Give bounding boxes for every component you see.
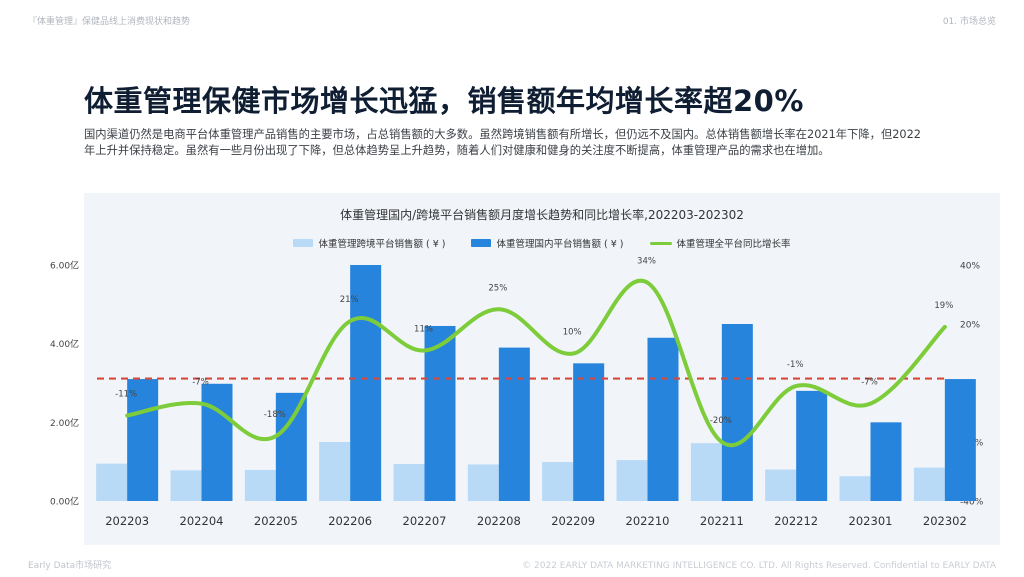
bar-cross-border: [913, 467, 945, 501]
x-tick-label: 202210: [626, 514, 670, 528]
bar-domestic: [201, 383, 233, 501]
header-report-title: 『体重管理』保健品线上消费现状和趋势: [28, 17, 191, 27]
y-left-tick-label: 4.00亿: [50, 338, 79, 350]
bar-cross-border: [96, 463, 128, 501]
bar-domestic: [647, 337, 679, 501]
bar-domestic: [721, 324, 753, 501]
bar-cross-border: [616, 460, 648, 501]
growth-data-label: -7%: [192, 378, 209, 388]
growth-data-label: -7%: [861, 378, 878, 388]
bar-cross-border: [839, 476, 871, 501]
bar-domestic: [870, 422, 902, 501]
y-left-tick-label: 6.00亿: [50, 260, 79, 272]
legend-swatch-domestic: [471, 239, 492, 247]
y-right-tick-label: 20%: [960, 321, 980, 331]
growth-data-label: 21%: [340, 295, 359, 305]
y-left-tick-label: 2.00亿: [50, 417, 79, 429]
legend-label-growth-rate: 体重管理全平台同比增长率: [676, 239, 791, 250]
growth-data-label: -11%: [115, 389, 137, 399]
legend-item-domestic[interactable]: 体重管理国内平台销售额 ( ¥ ): [471, 236, 624, 250]
bar-domestic: [350, 265, 382, 501]
bar-cross-border: [542, 462, 574, 501]
growth-data-label: 34%: [637, 257, 656, 267]
x-tick-label: 202204: [180, 514, 224, 528]
growth-data-label: 25%: [488, 283, 507, 293]
page-description: 国内渠道仍然是电商平台体重管理产品销售的主要市场，占总销售额的大多数。虽然跨境销…: [84, 128, 921, 157]
chart-legend: 体重管理跨境平台销售额 ( ¥ ) 体重管理国内平台销售额 ( ¥ ) 体重管理…: [84, 236, 1000, 250]
bar-cross-border: [244, 469, 276, 501]
bar-domestic: [127, 379, 159, 501]
bar-domestic: [796, 390, 828, 501]
x-tick-label: 202211: [700, 514, 744, 528]
y-right-tick-label: -40%: [960, 498, 984, 508]
legend-swatch-cross-border: [293, 239, 314, 247]
x-tick-label: 202301: [849, 514, 893, 528]
growth-data-label: -20%: [710, 416, 732, 426]
bar-cross-border: [170, 470, 202, 501]
bar-domestic: [944, 379, 976, 501]
bar-domestic: [498, 347, 530, 501]
legend-item-cross-border[interactable]: 体重管理跨境平台销售额 ( ¥ ): [293, 236, 445, 250]
page-title: 体重管理保健市场增长迅猛，销售额年均增长率超20%: [84, 84, 804, 118]
chart-title: 体重管理国内/跨境平台销售额月度增长趋势和同比增长率,202203-202302: [340, 208, 744, 222]
x-tick-label: 202208: [477, 514, 521, 528]
x-tick-label: 202302: [923, 514, 967, 528]
x-tick-label: 202212: [774, 514, 818, 528]
x-tick-label: 202206: [328, 514, 372, 528]
bar-domestic: [573, 363, 605, 501]
y-left-tick-label: 0.00亿: [50, 496, 79, 508]
bar-domestic: [424, 325, 456, 501]
legend-label-cross-border: 体重管理跨境平台销售额 ( ¥ ): [318, 239, 446, 250]
footer-source: Early Data市场研究: [28, 561, 112, 571]
growth-data-label: 10%: [563, 328, 582, 338]
bar-domestic: [275, 392, 307, 501]
header-section-label: 01. 市场总览: [942, 17, 996, 27]
legend-label-domestic: 体重管理国内平台销售额 ( ¥ ): [496, 239, 624, 250]
x-tick-label: 202209: [551, 514, 595, 528]
legend-swatch-growth-rate: [649, 241, 672, 245]
x-tick-label: 202205: [254, 514, 298, 528]
bar-cross-border: [319, 442, 351, 501]
x-tick-label: 202207: [403, 514, 447, 528]
bar-cross-border: [467, 464, 499, 501]
footer-copyright: © 2022 EARLY DATA MARKETING INTELLIGENCE…: [522, 561, 996, 571]
y-right-tick-label: 40%: [960, 262, 980, 272]
growth-rate-line: [125, 278, 947, 447]
growth-data-label: -1%: [787, 360, 804, 370]
x-tick-label: 202203: [105, 514, 149, 528]
growth-data-label: 19%: [934, 301, 953, 311]
legend-item-growth-rate[interactable]: 体重管理全平台同比增长率: [649, 236, 791, 250]
bar-cross-border: [765, 469, 797, 501]
growth-data-label: 11%: [414, 325, 433, 335]
bar-cross-border: [690, 443, 722, 501]
bar-cross-border: [393, 464, 425, 501]
growth-data-label: -18%: [264, 410, 286, 420]
